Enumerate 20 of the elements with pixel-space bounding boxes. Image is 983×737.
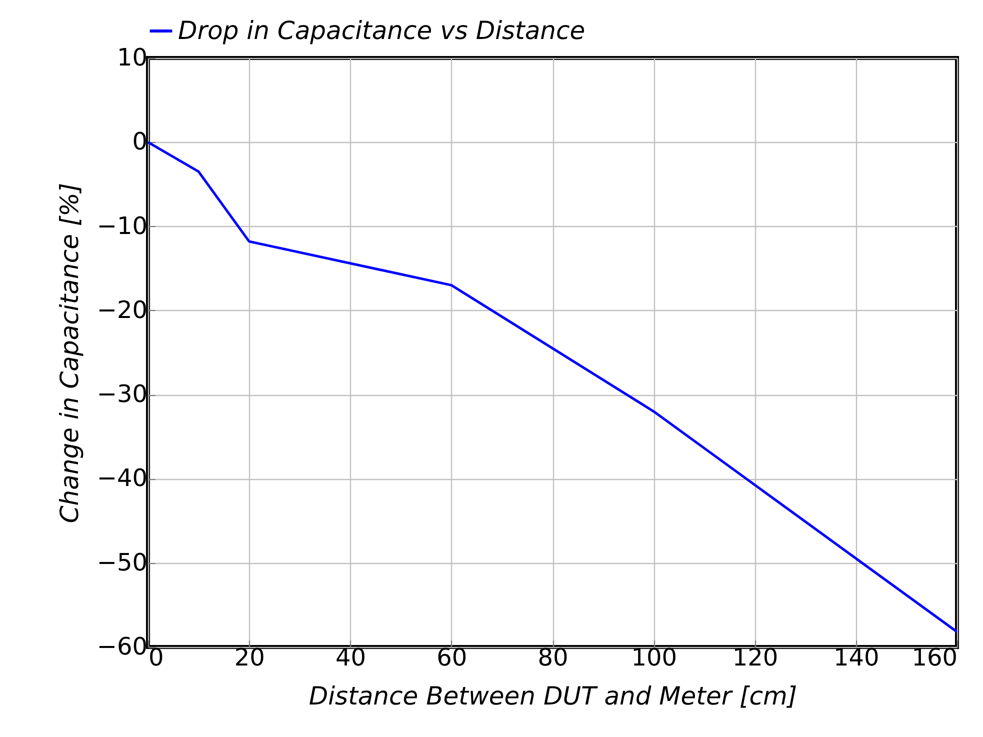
x-tick-label: 160 xyxy=(912,644,958,672)
x-tick-label: 40 xyxy=(335,644,366,672)
x-tick-label: 100 xyxy=(631,644,678,672)
y-tick-label: 0 xyxy=(132,128,148,156)
x-tick-label: 20 xyxy=(234,644,265,672)
y-axis-title: Change in Capacitance [%] xyxy=(54,182,84,524)
y-tick-label: −50 xyxy=(96,548,148,576)
legend-label: Drop in Capacitance vs Distance xyxy=(178,16,586,45)
line-series xyxy=(148,140,957,634)
y-tick-label: −30 xyxy=(96,380,148,408)
y-tick-label: 10 xyxy=(116,44,148,72)
x-tick-label: 140 xyxy=(833,644,880,672)
x-tick-label: 80 xyxy=(538,644,568,672)
x-tick-label: 60 xyxy=(436,644,468,672)
x-axis-title: Distance Between DUT and Meter [cm] xyxy=(308,682,798,710)
y-tick-label: −10 xyxy=(96,212,148,240)
y-tick-label: −40 xyxy=(96,464,148,492)
y-tick-label: −60 xyxy=(96,632,148,660)
x-tick-label: 120 xyxy=(732,644,778,672)
y-tick-label: −20 xyxy=(96,296,148,324)
